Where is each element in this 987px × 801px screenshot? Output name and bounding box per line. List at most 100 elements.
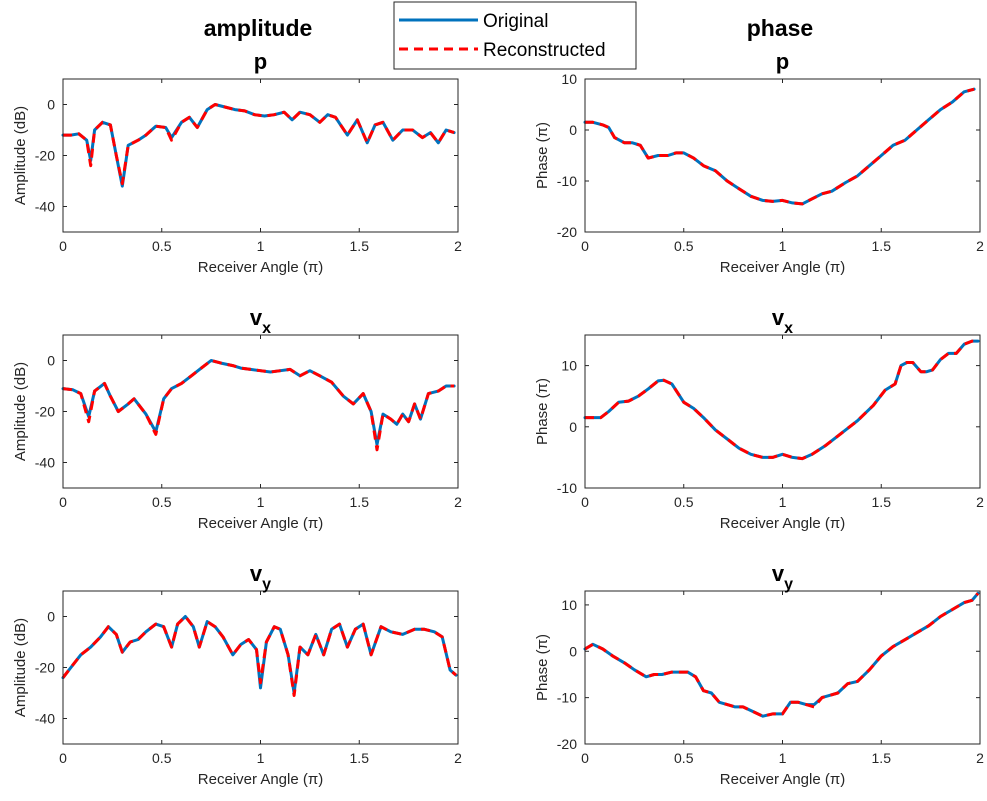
x-tick-label: 0.5 — [152, 494, 172, 510]
subplot-1: 0 0.5 1 1.5 2 -40 -20 0 Receiver Angle (π) Amplit… — [12, 49, 462, 276]
panel-title: vy — [772, 561, 793, 593]
plot-area — [63, 335, 458, 488]
plot-area — [585, 335, 980, 488]
plot-area — [63, 591, 458, 744]
y-tick-label: -40 — [35, 455, 55, 471]
legend-label-reconstructed: Reconstructed — [483, 40, 606, 61]
y-tick-label: -10 — [557, 480, 577, 496]
panel-title: vy — [250, 561, 271, 593]
x-tick-label: 0 — [581, 750, 589, 766]
x-tick-label: 1 — [779, 494, 787, 510]
series-line-reconstructed — [585, 339, 978, 461]
x-tick-label: 1.5 — [872, 750, 892, 766]
x-axis-label: Receiver Angle (π) — [198, 259, 323, 276]
y-tick-label: 0 — [569, 419, 577, 435]
series-line-reconstructed — [584, 592, 980, 718]
y-tick-label: -10 — [557, 173, 577, 189]
plot-area — [585, 79, 980, 232]
column-title-amplitude: amplitude — [204, 15, 313, 41]
y-tick-label: -10 — [557, 690, 577, 706]
subplot-3: 0 0.5 1 1.5 2 -40 -20 0 Receiver Angle (π) Amplit… — [12, 305, 462, 532]
x-tick-label: 1 — [779, 238, 787, 254]
x-tick-label: 0.5 — [674, 750, 694, 766]
x-tick-label: 0 — [59, 750, 67, 766]
x-tick-label: 2 — [454, 238, 462, 254]
panel-title: vx — [250, 305, 271, 337]
y-tick-label: -20 — [35, 148, 55, 164]
x-tick-label: 2 — [976, 494, 984, 510]
x-tick-label: 1.5 — [350, 750, 370, 766]
x-tick-label: 0.5 — [674, 238, 694, 254]
series-line-reconstructed — [61, 615, 457, 697]
column-title-phase: phase — [747, 15, 813, 41]
y-axis-label: Amplitude (dB) — [12, 618, 29, 717]
panel-title: p — [254, 49, 267, 74]
x-tick-label: 2 — [976, 750, 984, 766]
series-line-reconstructed — [62, 359, 455, 452]
x-tick-label: 0 — [59, 494, 67, 510]
x-tick-label: 2 — [454, 494, 462, 510]
series-line-reconstructed — [63, 103, 455, 186]
y-axis-label: Amplitude (dB) — [12, 362, 29, 461]
y-axis-label: Phase (π) — [534, 122, 551, 189]
x-tick-label: 1.5 — [350, 238, 370, 254]
y-tick-label: -20 — [35, 660, 55, 676]
x-tick-label: 0 — [581, 494, 589, 510]
x-tick-label: 1.5 — [350, 494, 370, 510]
y-tick-label: 0 — [47, 97, 55, 113]
x-tick-label: 0.5 — [674, 494, 694, 510]
x-tick-label: 1 — [257, 238, 265, 254]
y-tick-label: -40 — [35, 199, 55, 215]
y-tick-label: 0 — [47, 609, 55, 625]
subplot-2: 0 0.5 1 1.5 2 -20 -10 0 10 Receiver Angle (π) Phas… — [534, 49, 984, 276]
x-axis-label: Receiver Angle (π) — [720, 515, 845, 532]
panel-title-main: v — [250, 561, 263, 586]
y-tick-label: 10 — [561, 597, 577, 613]
y-axis-label: Phase (π) — [534, 634, 551, 701]
panel-title-main: p — [776, 49, 789, 74]
y-tick-label: -20 — [557, 736, 577, 752]
legend-box — [393, 1, 637, 70]
x-axis-label: Receiver Angle (π) — [198, 515, 323, 532]
y-tick-label: 0 — [569, 643, 577, 659]
x-tick-label: 1.5 — [872, 494, 892, 510]
x-tick-label: 1 — [257, 750, 265, 766]
y-tick-label: -40 — [35, 711, 55, 727]
panel-title-main: v — [772, 561, 785, 586]
panel-title-main: v — [250, 305, 263, 330]
x-tick-label: 0 — [581, 238, 589, 254]
subplot-6: 0 0.5 1 1.5 2 -20 -10 0 10 Receiver Angle (π) Phas… — [534, 561, 984, 788]
legend: Original Reconstructed — [393, 1, 637, 70]
x-tick-label: 1 — [257, 494, 265, 510]
subplot-5: 0 0.5 1 1.5 2 -40 -20 0 Receiver Angle (π) Amplit… — [12, 561, 462, 788]
x-tick-label: 0 — [59, 238, 67, 254]
panel-title-subscript: x — [784, 320, 793, 337]
x-tick-label: 1.5 — [872, 238, 892, 254]
y-tick-label: -20 — [557, 224, 577, 240]
x-tick-label: 2 — [976, 238, 984, 254]
x-axis-label: Receiver Angle (π) — [720, 771, 845, 788]
y-tick-label: 0 — [569, 122, 577, 138]
y-tick-label: -20 — [35, 404, 55, 420]
x-tick-label: 2 — [454, 750, 462, 766]
plot-area — [63, 79, 458, 232]
x-tick-label: 0.5 — [152, 750, 172, 766]
x-axis-label: Receiver Angle (π) — [720, 259, 845, 276]
y-tick-label: 10 — [561, 71, 577, 87]
x-tick-label: 0.5 — [152, 238, 172, 254]
x-tick-label: 1 — [779, 750, 787, 766]
y-axis-label: Phase (π) — [534, 378, 551, 445]
legend-label-original: Original — [483, 11, 548, 32]
panel-title-main: p — [254, 49, 267, 74]
panel-title: vx — [772, 305, 793, 337]
panel-title-subscript: y — [262, 576, 271, 593]
y-tick-label: 0 — [47, 353, 55, 369]
x-axis-label: Receiver Angle (π) — [198, 771, 323, 788]
panel-title-subscript: y — [784, 576, 793, 593]
plot-area — [585, 591, 980, 744]
y-tick-label: 10 — [561, 358, 577, 374]
series-line-reconstructed — [585, 87, 975, 206]
